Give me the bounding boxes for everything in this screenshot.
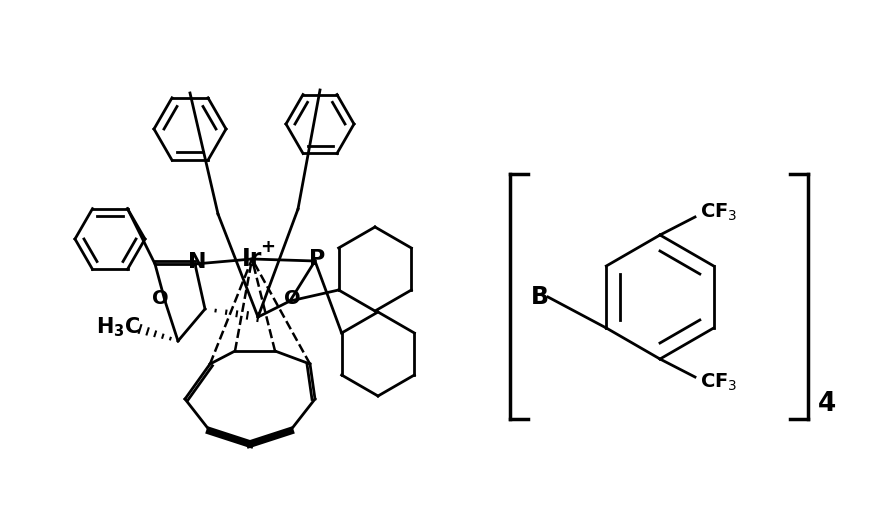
Text: CF$_3$: CF$_3$ (700, 201, 737, 223)
Text: N: N (187, 252, 206, 272)
Text: B: B (531, 285, 549, 309)
Text: $\mathregular{H_3C}$: $\mathregular{H_3C}$ (95, 315, 141, 339)
Text: P: P (309, 249, 325, 269)
Text: Ir: Ir (242, 247, 263, 271)
Text: +: + (261, 238, 276, 256)
Text: O: O (284, 290, 301, 308)
Text: CF$_3$: CF$_3$ (700, 372, 737, 393)
Text: 4: 4 (818, 391, 836, 417)
Text: O: O (152, 290, 168, 308)
